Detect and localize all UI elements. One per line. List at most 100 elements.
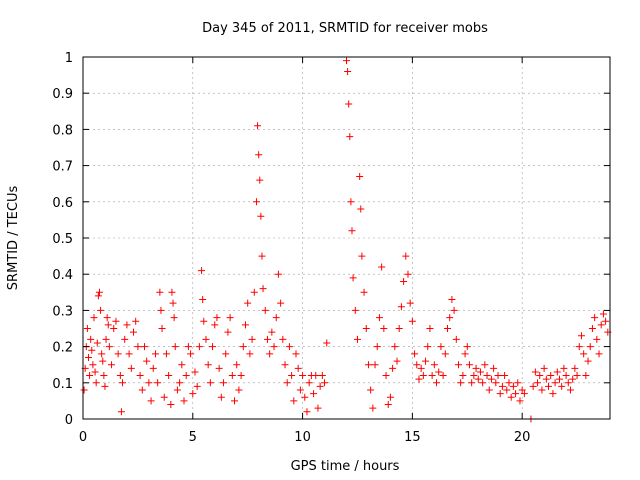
data-point: [310, 390, 318, 398]
data-point: [162, 350, 170, 358]
data-point: [472, 364, 480, 372]
data-point: [380, 325, 388, 332]
data-point: [389, 364, 397, 372]
grid-lines: [83, 57, 610, 419]
data-point: [125, 350, 133, 358]
data-point: [538, 386, 546, 394]
data-point: [344, 67, 352, 75]
data-point: [540, 364, 548, 372]
y-tick-label: 0.7: [52, 160, 73, 175]
data-point: [586, 343, 594, 351]
data-point: [299, 372, 307, 380]
y-tick-label: 0.9: [52, 87, 73, 102]
data-point: [444, 325, 452, 332]
data-point: [94, 292, 102, 300]
data-point: [461, 350, 469, 358]
data-point: [80, 386, 88, 394]
data-point: [428, 372, 436, 380]
y-tick-label: 0.6: [52, 196, 73, 211]
data-point: [167, 401, 175, 409]
data-point: [369, 404, 377, 412]
data-point: [252, 198, 260, 206]
data-point: [143, 357, 151, 365]
data-point: [191, 368, 199, 376]
data-point: [147, 397, 155, 405]
data-point: [408, 317, 416, 325]
data-point: [215, 364, 223, 372]
data-point: [582, 372, 590, 380]
data-point: [343, 57, 350, 65]
data-point: [348, 227, 356, 235]
data-point: [591, 314, 599, 322]
data-point: [110, 325, 118, 332]
data-point: [479, 379, 487, 387]
data-point: [149, 364, 157, 372]
data-point: [303, 408, 311, 416]
y-tick-label: 0.2: [52, 341, 73, 356]
data-point: [360, 288, 368, 296]
data-point: [490, 364, 498, 372]
data-point: [353, 335, 361, 343]
data-point: [531, 368, 539, 376]
data-point: [102, 335, 110, 343]
data-point: [367, 386, 375, 394]
data-point: [105, 343, 113, 351]
data-point: [386, 393, 394, 401]
data-point: [274, 270, 282, 278]
data-point: [277, 299, 285, 307]
data-point: [547, 372, 555, 380]
data-point: [435, 368, 443, 376]
data-point: [259, 285, 267, 293]
data-point: [266, 350, 274, 358]
data-point: [395, 325, 403, 332]
data-point: [452, 335, 460, 343]
data-point: [371, 361, 379, 369]
data-point: [92, 379, 100, 387]
data-point: [580, 350, 588, 358]
data-point: [593, 335, 601, 343]
data-point: [209, 343, 217, 351]
data-point: [187, 350, 195, 358]
data-point: [130, 328, 138, 336]
data-point: [270, 343, 278, 351]
data-point: [470, 372, 478, 380]
data-point: [463, 343, 471, 351]
data-point: [104, 321, 112, 329]
data-point: [481, 361, 489, 369]
data-point: [505, 379, 513, 387]
data-point: [90, 314, 98, 322]
data-point: [417, 364, 425, 372]
chart-title: Day 345 of 2011, SRMTID for receiver mob…: [202, 21, 488, 36]
data-point: [189, 390, 197, 398]
data-point: [145, 379, 153, 387]
data-point: [91, 368, 99, 376]
data-point: [176, 379, 184, 387]
data-point: [285, 343, 293, 351]
data-point: [136, 372, 144, 380]
data-point: [140, 343, 148, 351]
y-tick-label: 0.5: [52, 232, 73, 247]
data-point: [569, 375, 577, 383]
data-point: [154, 379, 162, 387]
data-point: [224, 328, 232, 336]
data-point: [199, 296, 207, 304]
data-point: [134, 343, 142, 351]
data-point: [347, 198, 355, 206]
data-point: [492, 379, 500, 387]
data-point: [588, 325, 596, 332]
data-point: [281, 361, 289, 369]
data-point: [397, 303, 405, 311]
data-point: [509, 382, 517, 390]
y-axis-label: SRMTID / TECUs: [6, 186, 21, 291]
data-point: [255, 151, 263, 159]
data-point: [296, 386, 304, 394]
data-point: [254, 122, 262, 130]
data-point: [362, 325, 370, 332]
data-point: [599, 310, 607, 318]
data-point: [542, 375, 550, 383]
data-point: [272, 314, 280, 322]
data-point: [168, 288, 176, 296]
data-point: [127, 364, 135, 372]
data-point: [244, 299, 252, 307]
data-point: [98, 350, 106, 358]
